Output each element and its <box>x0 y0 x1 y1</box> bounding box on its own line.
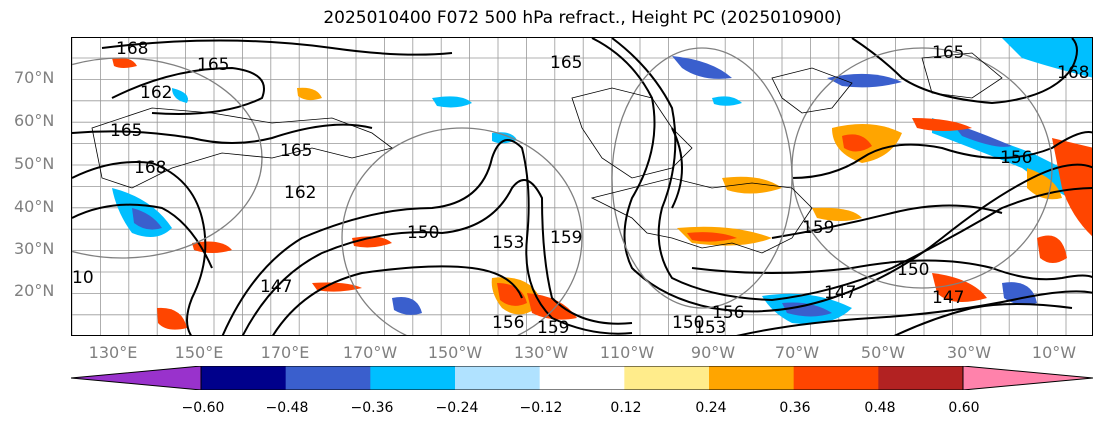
colorbar-segment <box>201 366 287 390</box>
colorbar-tick: 0.60 <box>948 400 980 416</box>
projection-arcs <box>72 47 1053 335</box>
contour-label: 147 <box>824 283 856 303</box>
lon-label: 10°W <box>1031 343 1077 362</box>
contour-label: 165 <box>197 55 229 75</box>
lon-label: 170°E <box>260 343 310 362</box>
contour-label: 162 <box>284 183 316 203</box>
contour-label: 156 <box>492 313 524 333</box>
lat-label: 20°N <box>14 281 55 300</box>
contour-labels: 168 165 162 165 168 165 162 150 147 153 … <box>72 39 1089 336</box>
lat-label: 50°N <box>14 154 55 173</box>
contour-label: 156 <box>712 303 744 323</box>
contour-label: 153 <box>694 318 726 336</box>
colorbar-extension-high <box>963 366 1093 390</box>
lat-label: 70°N <box>14 68 55 87</box>
colorbar-segment <box>539 366 625 390</box>
contour-label: 165 <box>280 141 312 161</box>
lon-label: 130°W <box>513 343 569 362</box>
map-title: 2025010400 F072 500 hPa refract., Height… <box>323 8 842 28</box>
colorbar-tick: −0.48 <box>265 400 309 416</box>
contour-label: 147 <box>260 277 292 297</box>
contour-label: 165 <box>932 43 964 63</box>
map-canvas: 168 165 162 165 168 165 162 150 147 153 … <box>72 38 1092 336</box>
contour-label: 165 <box>110 121 142 141</box>
contour-label: 162 <box>140 83 172 103</box>
contour-label: 159 <box>550 228 582 248</box>
colorbar-tick: 0.12 <box>610 400 642 416</box>
colorbar-tick: −0.24 <box>435 400 479 416</box>
colorbar-segment <box>285 366 371 390</box>
contour-label: 156 <box>1000 148 1032 168</box>
lat-label: 40°N <box>14 197 55 216</box>
lon-label: 90°W <box>690 343 736 362</box>
colorbar <box>71 366 1093 390</box>
colorbar-segment <box>793 366 879 390</box>
contour-label: 168 <box>116 39 148 59</box>
lat-label: 60°N <box>14 111 55 130</box>
contour-label: 150 <box>672 313 704 333</box>
lon-label: 150°E <box>174 343 224 362</box>
colorbar-tick: 0.48 <box>864 400 896 416</box>
colorbar-segment <box>624 366 710 390</box>
colorbar-segment <box>370 366 456 390</box>
colorbar-tick: −0.12 <box>519 400 563 416</box>
refractivity-patches <box>112 38 1092 330</box>
contour-label: 159 <box>802 218 834 238</box>
colorbar-tick: 0.36 <box>779 400 811 416</box>
lon-label: 150°W <box>427 343 483 362</box>
lon-label: 170°W <box>342 343 398 362</box>
colorbar-tick: −0.60 <box>181 400 225 416</box>
contour-label: 153 <box>492 233 524 253</box>
colorbar-segment <box>878 366 964 390</box>
lat-label: 30°N <box>14 239 55 258</box>
contour-label: 168 <box>1057 63 1089 83</box>
contour-label: 150 <box>407 223 439 243</box>
contour-label: 159 <box>537 318 569 336</box>
map-panel: 168 165 162 165 168 165 162 150 147 153 … <box>71 37 1093 336</box>
lon-label: 130°E <box>88 343 138 362</box>
contour-label: 147 <box>932 288 964 308</box>
lon-label: 70°W <box>774 343 820 362</box>
coastlines <box>91 52 1003 254</box>
contour-label: 168 <box>134 158 166 178</box>
height-contours <box>72 38 1092 335</box>
colorbar-segment <box>455 366 541 390</box>
colorbar-extension-low <box>71 366 201 390</box>
colorbar-tick: −0.36 <box>350 400 394 416</box>
lon-label: 30°W <box>946 343 992 362</box>
contour-label: 165 <box>550 53 582 73</box>
colorbar-segment <box>709 366 795 390</box>
contour-label: 150 <box>897 260 929 280</box>
colorbar-tick: 0.24 <box>695 400 727 416</box>
lon-label: 110°W <box>599 343 655 362</box>
lon-label: 50°W <box>860 343 906 362</box>
contour-label: 10 <box>72 268 94 288</box>
